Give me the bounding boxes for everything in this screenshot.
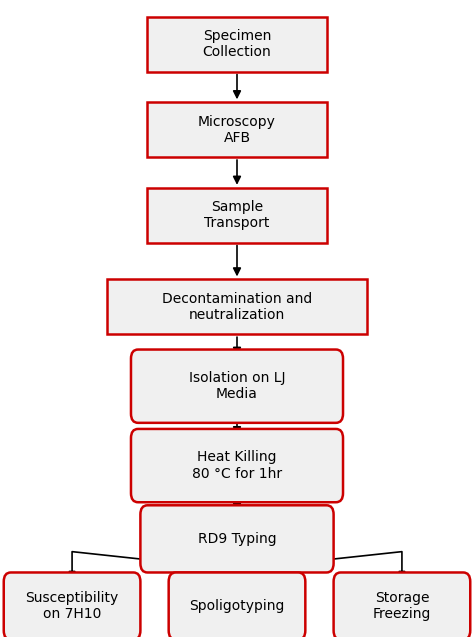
Text: Sample
Transport: Sample Transport xyxy=(204,200,270,230)
Text: Specimen
Collection: Specimen Collection xyxy=(202,29,272,59)
FancyBboxPatch shape xyxy=(147,17,327,71)
FancyBboxPatch shape xyxy=(334,572,470,638)
Text: Storage
Freezing: Storage Freezing xyxy=(373,591,431,621)
FancyBboxPatch shape xyxy=(140,505,334,572)
Text: Decontamination and
neutralization: Decontamination and neutralization xyxy=(162,292,312,322)
Text: Isolation on LJ
Media: Isolation on LJ Media xyxy=(189,371,285,401)
FancyBboxPatch shape xyxy=(131,429,343,502)
Text: Susceptibility
on 7H10: Susceptibility on 7H10 xyxy=(26,591,119,621)
Text: Heat Killing
80 °C for 1hr: Heat Killing 80 °C for 1hr xyxy=(192,450,282,480)
FancyBboxPatch shape xyxy=(147,102,327,157)
Text: Microscopy
AFB: Microscopy AFB xyxy=(198,115,276,145)
Text: Spoligotyping: Spoligotyping xyxy=(189,599,285,613)
FancyBboxPatch shape xyxy=(131,350,343,423)
FancyBboxPatch shape xyxy=(147,188,327,242)
FancyBboxPatch shape xyxy=(108,279,366,334)
FancyBboxPatch shape xyxy=(4,572,140,638)
Text: RD9 Typing: RD9 Typing xyxy=(198,532,276,546)
FancyBboxPatch shape xyxy=(169,572,305,638)
